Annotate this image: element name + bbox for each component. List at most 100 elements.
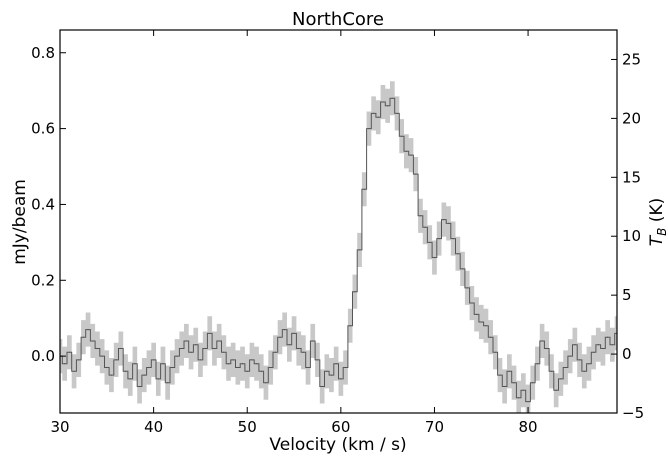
y-tick-label: 0.2 [31,271,55,289]
y-right-tick-label: 0 [622,345,632,363]
data-point [97,348,98,349]
data-point [322,386,323,387]
data-point [317,359,318,360]
data-point [64,363,65,364]
data-point [326,371,327,372]
data-point [125,371,126,372]
data-point [462,268,463,269]
data-point [499,375,500,376]
data-point [448,223,449,224]
data-point [476,314,477,315]
data-point [612,344,613,345]
data-point [191,352,192,353]
data-point [542,340,543,341]
data-point [364,189,365,190]
data-point [116,359,117,360]
data-point [645,359,646,360]
y-right-axis-subscript: B [655,228,668,236]
data-point [359,249,360,250]
data-point [200,359,201,360]
data-point [495,352,496,353]
data-point [242,363,243,364]
y-right-tick-label: 10 [622,227,641,245]
data-point [303,352,304,353]
data-point [345,367,346,368]
data-point [130,378,131,379]
data-point [663,340,664,341]
data-point [368,128,369,129]
data-point [373,113,374,114]
data-point [598,344,599,345]
y-right-axis-title: TB (K) [647,198,668,246]
y-right-tick-label: 5 [622,286,632,304]
data-point [261,371,262,372]
data-point [78,359,79,360]
x-axis-title: Velocity (km / s) [269,435,406,454]
data-point [579,359,580,360]
data-point [209,333,210,334]
data-point [584,371,585,372]
data-point [471,302,472,303]
data-point [186,340,187,341]
data-point [256,363,257,364]
data-point [621,325,622,326]
data-point [134,363,135,364]
data-point [279,337,280,338]
y-right-tick-label: 20 [622,109,641,127]
data-point [153,359,154,360]
data-point [635,337,636,338]
data-point [298,348,299,349]
data-point [425,227,426,228]
data-point [181,348,182,349]
data-point [453,238,454,239]
plot-area [58,81,668,419]
data-point [528,401,529,402]
x-tick-label: 70 [425,418,444,436]
data-point [354,291,355,292]
data-point [251,359,252,360]
data-point [551,371,552,372]
data-point [265,382,266,383]
data-point [467,287,468,288]
data-point [247,371,248,372]
data-point [312,340,313,341]
data-point [289,344,290,345]
data-point [411,155,412,156]
data-point [340,378,341,379]
data-point [219,340,220,341]
data-point [102,356,103,357]
data-point [111,375,112,376]
y-tick-label: 0.4 [31,195,55,213]
x-tick-label: 60 [331,418,350,436]
y-axis-title: mJy/beam [10,179,30,265]
y-right-tick-label: −5 [622,404,644,422]
data-point [214,348,215,349]
data-point [401,136,402,137]
data-point [434,257,435,258]
data-point [406,151,407,152]
data-point [172,367,173,368]
data-point [106,367,107,368]
data-point [336,363,337,364]
y-tick-label: 0.8 [31,44,55,62]
error-band-series-0 [58,81,668,419]
data-point [387,105,388,106]
data-point [420,215,421,216]
data-point [439,238,440,239]
y-right-axis-unit: (K) [647,198,667,228]
data-point [148,367,149,368]
y-tick-label: 0.0 [31,347,55,365]
data-point [593,352,594,353]
data-point [205,348,206,349]
data-point [607,337,608,338]
data-point [223,352,224,353]
data-point [443,219,444,220]
data-point [139,386,140,387]
data-point [537,363,538,364]
data-point [518,397,519,398]
data-point [195,344,196,345]
data-point [293,333,294,334]
data-point [228,363,229,364]
data-point [392,98,393,99]
x-tick-label: 50 [238,418,257,436]
